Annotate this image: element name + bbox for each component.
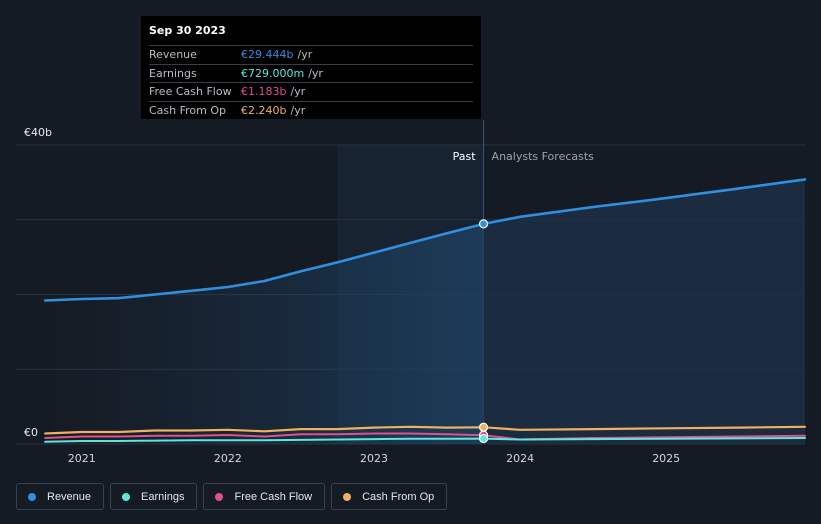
x-axis-tick-label: 2024: [506, 452, 534, 465]
x-axis-tick-label: 2021: [68, 452, 96, 465]
x-axis-tick-label: 2023: [360, 452, 388, 465]
tooltip-value: €2.240b: [241, 103, 287, 117]
tooltip-value: €1.183b: [241, 85, 287, 98]
revenue-line: [43, 178, 807, 302]
tooltip-date: Sep 30 2023: [149, 24, 226, 37]
tooltip-row-free-cash-flow: Free Cash Flow €1.183b /yr: [149, 82, 473, 101]
legend-item-cash-from-op[interactable]: Cash From Op: [331, 483, 448, 510]
tooltip-unit: /yr: [290, 85, 306, 98]
legend-dot-icon: [343, 492, 352, 501]
legend-label: Revenue: [47, 490, 92, 503]
legend: Revenue Earnings Free Cash Flow Cash Fro…: [16, 483, 448, 510]
legend-label: Earnings: [141, 490, 185, 503]
cash-from-op-line: [44, 425, 807, 435]
x-axis-tick-label: 2022: [214, 452, 242, 465]
tooltip-unit: /yr: [297, 48, 313, 61]
free-cash-flow-line: [44, 432, 806, 441]
earnings-line: [44, 437, 806, 443]
tooltip-label: Cash From Op: [149, 103, 227, 117]
legend-dot-icon: [215, 492, 224, 501]
past-label: Past: [453, 150, 477, 163]
tooltip-row-earnings: Earnings €729.000m /yr: [149, 63, 473, 83]
y-axis-label: €40b: [24, 126, 52, 139]
cash-from-op-marker: [478, 422, 489, 432]
tooltip-label: Earnings: [149, 66, 197, 80]
tooltip-unit: /yr: [308, 66, 323, 80]
tooltip-value: €729.000m: [241, 66, 305, 80]
tooltip-label: Free Cash Flow: [149, 85, 232, 98]
tooltip-unit: /yr: [290, 103, 306, 117]
tooltip-value: €29.444b: [241, 48, 294, 61]
legend-item-earnings[interactable]: Earnings: [110, 483, 198, 510]
y-axis-label: €0: [24, 426, 38, 439]
x-axis-tick-label: 2025: [652, 452, 680, 465]
tooltip-label: Revenue: [149, 48, 197, 61]
revenue-past-area: [45, 223, 484, 444]
legend-item-free-cash-flow[interactable]: Free Cash Flow: [203, 483, 326, 510]
earnings-marker: [478, 433, 489, 444]
tooltip-row-cash-from-op: Cash From Op €2.240b /yr: [149, 100, 473, 120]
tooltip-row-revenue: Revenue €29.444b /yr: [149, 45, 473, 64]
legend-dot-icon: [122, 492, 131, 501]
revenue-marker: [478, 219, 489, 229]
revenue-forecast-area: [483, 179, 805, 444]
legend-dot-icon: [28, 492, 36, 501]
legend-item-revenue[interactable]: Revenue: [16, 483, 105, 510]
legend-label: Free Cash Flow: [234, 490, 313, 503]
tooltip: Sep 30 2023 Revenue €29.444b /yr Earning…: [141, 16, 481, 119]
forecast-label: Analysts Forecasts: [492, 150, 595, 163]
legend-label: Cash From Op: [362, 490, 435, 503]
